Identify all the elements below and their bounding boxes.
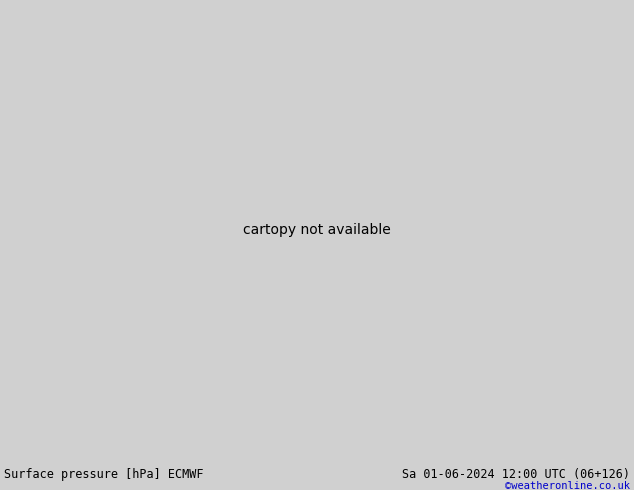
Text: ©weatheronline.co.uk: ©weatheronline.co.uk: [505, 481, 630, 490]
Text: Sa 01-06-2024 12:00 UTC (06+126): Sa 01-06-2024 12:00 UTC (06+126): [402, 468, 630, 481]
Text: cartopy not available: cartopy not available: [243, 222, 391, 237]
Text: Surface pressure [hPa] ECMWF: Surface pressure [hPa] ECMWF: [4, 468, 204, 481]
